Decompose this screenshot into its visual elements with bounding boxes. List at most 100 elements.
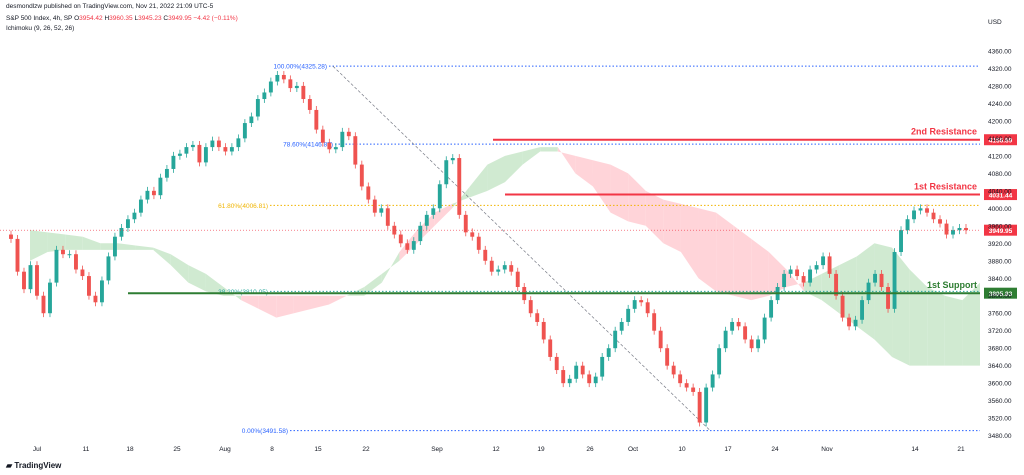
y-tick-label: 3520.00 [988,416,1012,423]
y-tick-label: 4040.00 [988,188,1012,195]
support-label: 1st Support [927,280,977,290]
candle-body [515,271,520,287]
candle-body [74,254,78,270]
cloud-segment [751,238,769,301]
cloud-segment [469,164,488,198]
x-tick-label: 14 [911,446,919,453]
fibonacci-retracement: 100.00%(4325.28) 78.60%(4146.87) 61.80%(40… [218,64,980,435]
x-tick-label: 19 [537,446,545,453]
high-value: 3960.35 [109,15,133,22]
high-label: H [104,15,110,22]
cloud-segment [804,273,822,301]
close-label: C [163,15,169,22]
candle-body [697,391,702,423]
candle-body [808,269,813,283]
y-tick-label: 3640.00 [988,363,1012,370]
candle-body [951,230,955,235]
cloud-segment [962,282,980,366]
resistance-label: 1st Resistance [914,182,977,192]
candle-body [665,348,670,366]
candle-body [470,232,475,237]
candle-body [119,227,124,237]
y-tick-label: 4360.00 [988,48,1012,55]
y-tick-label: 4160.00 [988,136,1012,143]
candle-body [749,339,754,349]
cloud-segment [364,273,382,296]
tradingview-logo[interactable]: ▰ TradingView [6,461,61,470]
y-tick-label: 3720.00 [988,328,1012,335]
indicator-legend[interactable]: Ichimoku (9, 26, 52, 26) [6,25,75,32]
cloud-segment [487,155,505,191]
symbol-ohlc-line: S&P 500 Index, 4h, SP O3954.42 H3960.35 … [6,15,238,22]
candle-body [424,214,429,226]
candle-body [912,210,916,220]
candle-body [580,365,585,375]
y-tick-label: 3680.00 [988,346,1012,353]
candle-body [48,282,52,314]
candle-body [22,271,26,290]
published-line: desmondlzw published on TradingView.com,… [6,3,214,10]
open-value: 3954.42 [79,15,103,22]
candle-body [281,74,286,80]
x-tick-label: 10 [678,446,686,453]
cloud-segment [117,243,136,250]
candle-body [320,129,325,143]
cloud-segment [505,151,523,183]
symbol-name[interactable]: S&P 500 Index, 4h, SP [6,15,73,22]
candle-body [15,238,20,272]
candle-body [275,74,280,82]
candle-body [67,254,72,256]
y-tick-label: 3880.00 [988,258,1012,265]
candle-body [899,230,903,253]
candle-body [613,330,618,349]
candle-body [307,99,312,110]
candle-body [418,225,423,242]
cloud-segment [522,147,541,165]
candle-body [366,186,371,200]
y-tick-label: 3920.00 [988,241,1012,248]
price-axis: 3480.00 3520.00 3560.00 3600.00 3640.00 3680.… [988,48,1012,440]
cloud-segment [170,254,189,283]
candle-body [736,321,741,327]
candle-body [229,147,234,152]
candle-body [450,158,455,161]
candle-body [268,81,273,93]
candle-body [314,109,319,130]
cloud-segment [645,190,664,244]
cloud-segment [680,203,699,279]
candle-body [100,280,104,303]
candle-body [483,249,488,261]
price-tag-value: 3805.83 [989,291,1013,298]
candle-body [398,234,403,244]
candle-body [392,225,397,235]
candle-body [795,269,800,277]
candle-body [262,92,267,100]
candle-body [210,140,215,148]
y-tick-label: 4320.00 [988,66,1012,73]
candle-body [203,147,208,163]
candle-body [866,282,871,301]
candle-body [606,348,611,357]
candle-body [80,269,85,277]
candle-body [216,140,221,148]
candle-body [782,273,787,287]
candle-body [535,313,540,322]
candle-body [236,138,241,148]
candle-body [717,348,722,375]
candle-body [541,321,546,340]
candle-body [340,131,345,148]
candle-body [223,147,228,152]
candle-body [171,155,176,169]
x-tick-label: 24 [771,446,779,453]
candle-body [372,199,377,213]
candle-body [821,256,826,266]
last-price-value: 3949.95 [989,228,1013,235]
candle-body [138,199,143,213]
candle-body [476,236,481,250]
time-axis: Jul 11 18 25 Aug 8 15 22 Sep 12 19 26 Oct 10 17 24 Nov 14… [33,446,965,453]
candle-body [671,365,676,375]
y-tick-label: 3760.00 [988,311,1012,318]
low-value: 3945.23 [138,15,162,22]
